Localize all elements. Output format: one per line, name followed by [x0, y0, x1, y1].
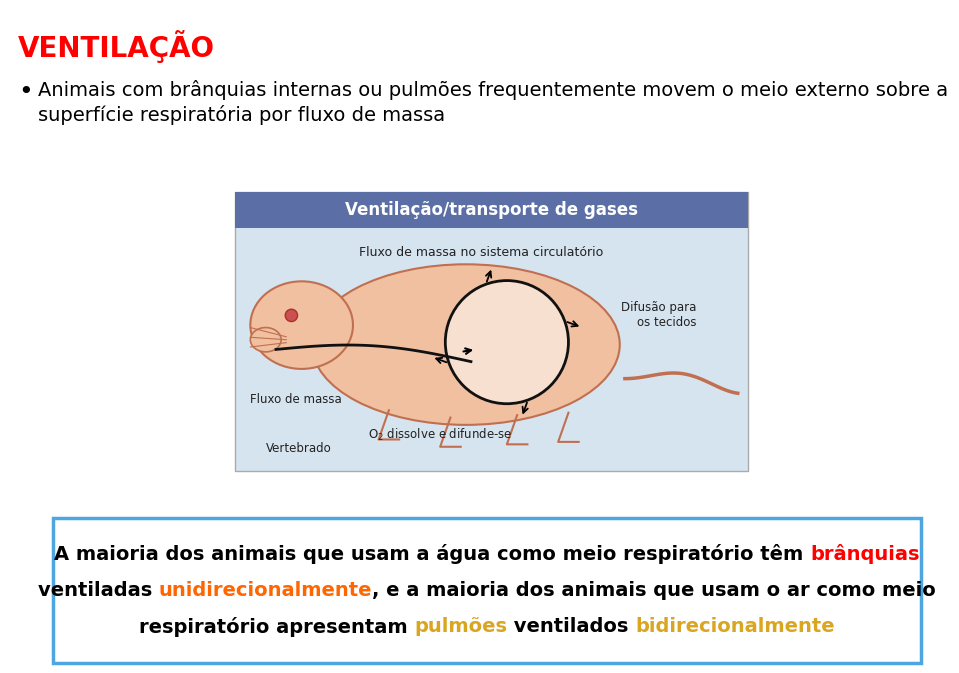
- Text: unidirecionalmente: unidirecionalmente: [158, 581, 372, 600]
- Text: pulmões: pulmões: [414, 617, 507, 637]
- Bar: [235, 192, 748, 471]
- Text: bidirecionalmente: bidirecionalmente: [635, 617, 834, 637]
- Text: Ventilação/transporte de gases: Ventilação/transporte de gases: [345, 201, 638, 219]
- Ellipse shape: [312, 264, 620, 425]
- Ellipse shape: [250, 328, 281, 352]
- Ellipse shape: [445, 281, 569, 404]
- Text: Fluxo de massa no sistema circulatório: Fluxo de massa no sistema circulatório: [359, 246, 603, 259]
- Ellipse shape: [250, 281, 353, 369]
- Text: Difusão para
os tecidos: Difusão para os tecidos: [621, 301, 696, 329]
- Bar: [235, 192, 748, 227]
- Text: Animais com brânquias internas ou pulmões frequentemente movem o meio externo so: Animais com brânquias internas ou pulmõe…: [38, 80, 948, 100]
- Text: superfície respiratória por fluxo de massa: superfície respiratória por fluxo de mas…: [38, 105, 445, 125]
- Text: ventiladas: ventiladas: [37, 581, 158, 600]
- Text: VENTILAÇÃO: VENTILAÇÃO: [18, 30, 215, 63]
- Text: respiratório apresentam: respiratório apresentam: [139, 617, 414, 637]
- Text: , e a maioria dos animais que usam o ar como meio: , e a maioria dos animais que usam o ar …: [372, 581, 936, 600]
- Text: A maioria dos animais que usam a água como meio respiratório têm: A maioria dos animais que usam a água co…: [54, 544, 810, 565]
- Text: O$_2$ dissolve e difunde-se: O$_2$ dissolve e difunde-se: [368, 427, 512, 444]
- Text: Vertebrado: Vertebrado: [266, 442, 332, 455]
- Circle shape: [285, 309, 297, 322]
- Text: •: •: [18, 80, 33, 104]
- Text: ventilados: ventilados: [507, 617, 635, 637]
- Text: Fluxo de massa: Fluxo de massa: [250, 393, 342, 406]
- Text: brânquias: brânquias: [810, 544, 920, 565]
- Bar: [53, 518, 921, 663]
